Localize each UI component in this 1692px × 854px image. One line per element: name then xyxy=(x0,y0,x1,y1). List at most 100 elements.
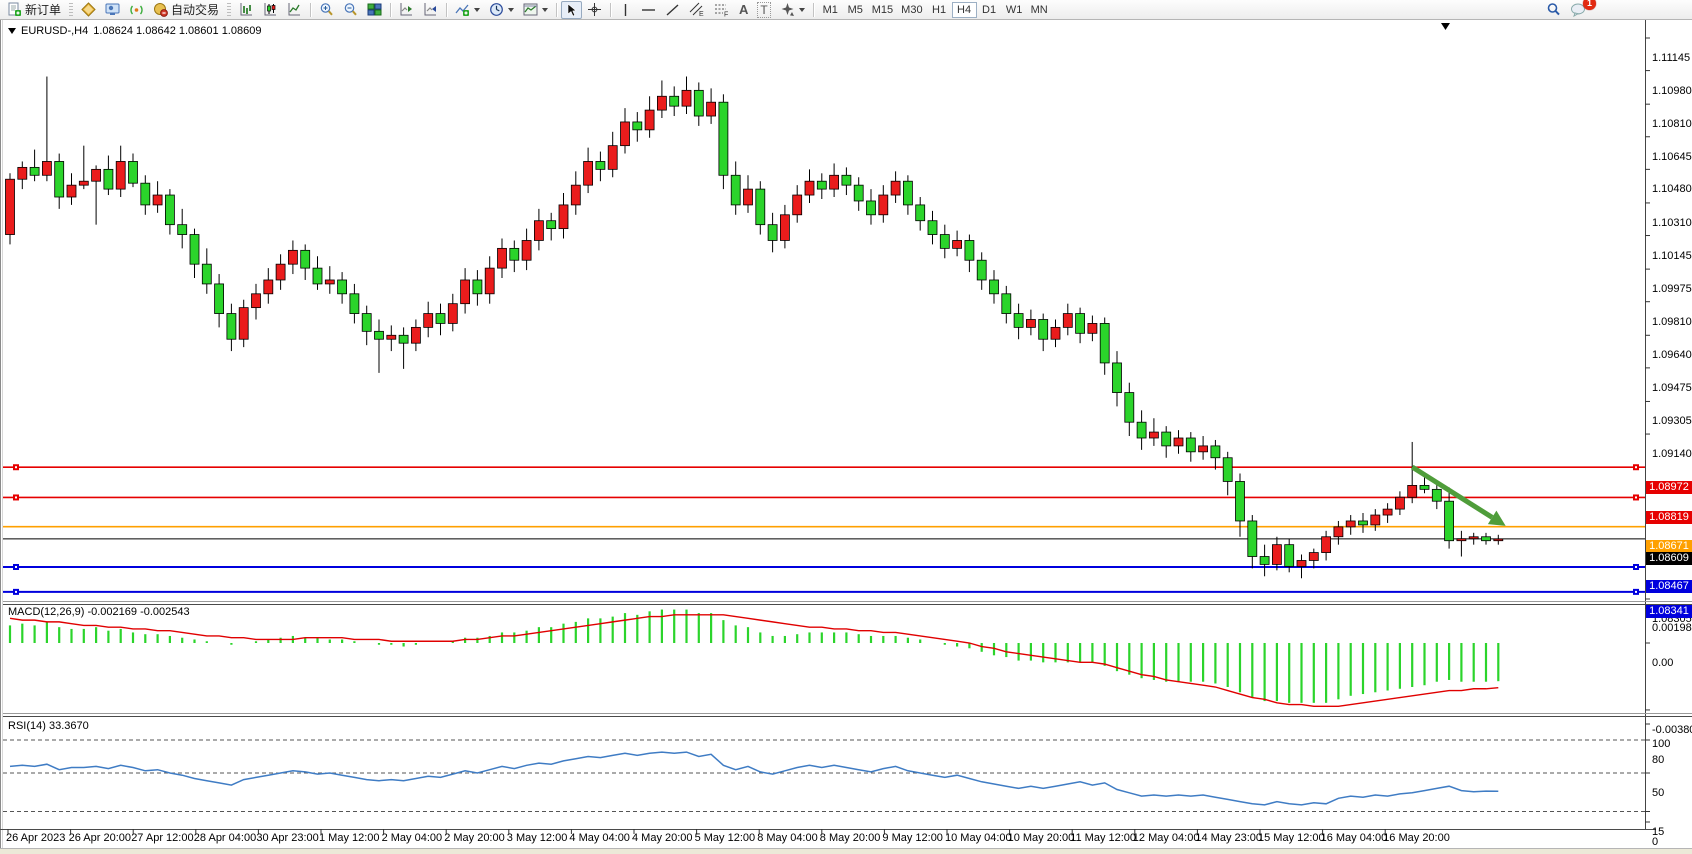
indicator-tick-label: 0.00 xyxy=(1652,657,1674,669)
timeframe-M5[interactable]: M5 xyxy=(847,3,863,16)
line-chart-button[interactable] xyxy=(283,1,306,19)
indicators-button[interactable] xyxy=(451,1,484,19)
time-tick-label: 2 May 04:00 xyxy=(381,832,443,844)
timeframe-D1[interactable]: D1 xyxy=(982,3,997,16)
candles-layer xyxy=(5,76,1504,579)
toolbar-grip[interactable] xyxy=(227,2,232,17)
time-tick-label: 16 May 20:00 xyxy=(1383,832,1450,844)
indicator-tick-label: 100 xyxy=(1652,738,1671,750)
templates-icon xyxy=(523,3,538,16)
line-anchor-handle-center xyxy=(1635,496,1637,499)
line-chart-icon xyxy=(288,3,301,16)
line-anchor-handle-center xyxy=(15,466,17,469)
candlestick-chart-button[interactable] xyxy=(259,1,282,19)
chart-shift-icon xyxy=(424,3,437,16)
timeframe-M15[interactable]: M15 xyxy=(871,3,894,16)
text-tool-button[interactable]: A xyxy=(735,1,752,19)
timeframe-M1[interactable]: M1 xyxy=(822,3,838,16)
trend-arrow-head xyxy=(1487,510,1506,526)
line-anchor-handle-center xyxy=(1635,466,1637,469)
price-level-label[interactable]: 1.08972 xyxy=(1646,480,1692,494)
indicators-dropdown-icon[interactable] xyxy=(474,7,481,12)
arrows-icon xyxy=(781,3,794,16)
price-tick-label: 1.09140 xyxy=(1652,448,1692,461)
equidistant-channel-icon: E xyxy=(689,2,704,17)
zoom-out-button[interactable] xyxy=(339,1,362,19)
arrows-tool-button[interactable] xyxy=(776,1,809,19)
price-level-label[interactable]: 1.08819 xyxy=(1646,510,1692,524)
time-tick-label: 2 May 20:00 xyxy=(444,832,505,844)
time-tick-label: 5 May 12:00 xyxy=(694,832,756,844)
periods-dropdown-icon[interactable] xyxy=(508,7,515,12)
chart-shift-button[interactable] xyxy=(419,1,442,19)
price-tick-label: 1.10980 xyxy=(1652,84,1692,97)
community-button[interactable]: 1 xyxy=(1566,0,1596,19)
bar-chart-button[interactable] xyxy=(235,1,258,19)
time-tick-label: 8 May 20:00 xyxy=(819,832,881,844)
trendline-tool-button[interactable] xyxy=(661,1,684,19)
rsi-indicator-label: RSI(14) 33.3670 xyxy=(8,720,89,732)
timeframe-H1[interactable]: H1 xyxy=(932,3,947,16)
search-button[interactable] xyxy=(1542,1,1565,19)
vertical-line-tool-button[interactable] xyxy=(615,1,636,19)
price-level-label[interactable]: 1.08609 xyxy=(1646,552,1692,566)
indicator-tick-label: 80 xyxy=(1652,754,1665,766)
toolbar-separator xyxy=(610,2,612,17)
timeframe-W1[interactable]: W1 xyxy=(1005,3,1023,16)
price-level-label[interactable]: 1.08341 xyxy=(1646,605,1692,619)
timeframe-H4[interactable]: H4 xyxy=(951,1,977,18)
horizontal-line-icon xyxy=(642,8,656,11)
fibonacci-tool-button[interactable]: F xyxy=(710,1,734,19)
zoom-in-button[interactable] xyxy=(315,1,338,19)
channel-glyph: E xyxy=(699,11,704,17)
timeframe-MN[interactable]: MN xyxy=(1030,3,1048,16)
fibo-glyph: F xyxy=(724,12,728,18)
trend-arrow-shaft xyxy=(1410,464,1494,520)
horizontal-line-tool-button[interactable] xyxy=(637,1,660,19)
zoom-out-icon xyxy=(344,3,357,16)
timeframe-M30[interactable]: M30 xyxy=(901,3,923,16)
autotrading-button[interactable]: 自动交易 xyxy=(149,1,223,19)
toolbar-separator xyxy=(556,2,558,17)
metaeditor-button[interactable] xyxy=(77,1,100,19)
chart-plot[interactable] xyxy=(0,20,1692,854)
equidistant-channel-tool-button[interactable]: E xyxy=(685,1,709,19)
bar-chart-icon xyxy=(240,3,253,16)
time-tick-label: 12 May 04:00 xyxy=(1132,832,1200,844)
price-tick-label: 1.09810 xyxy=(1652,315,1692,328)
chart-ohlc-values: 1.08624 1.08642 1.08601 1.08609 xyxy=(93,25,262,37)
tile-windows-button[interactable] xyxy=(363,1,386,19)
time-tick-label: 30 Apr 23:00 xyxy=(256,832,319,844)
auto-scroll-button[interactable] xyxy=(395,1,418,19)
signals-icon xyxy=(130,5,143,15)
indicator-tick-label: 0 xyxy=(1652,836,1659,848)
price-level-label[interactable]: 1.08467 xyxy=(1646,580,1692,594)
arrows-dropdown-icon[interactable] xyxy=(798,7,805,12)
periods-button[interactable] xyxy=(485,1,518,19)
tile-windows-icon xyxy=(367,3,382,16)
price-tick-label: 1.09475 xyxy=(1652,381,1692,394)
signals-button[interactable] xyxy=(125,1,148,19)
line-anchor-handle-center xyxy=(1635,565,1637,568)
time-tick-label: 1 May 12:00 xyxy=(319,832,380,844)
price-level-label[interactable]: 1.08671 xyxy=(1646,540,1692,554)
indicator-tick-label: 0.001982 xyxy=(1652,622,1692,635)
crosshair-tool-button[interactable] xyxy=(583,1,606,19)
window-bottom-edge xyxy=(0,848,1692,854)
chart-symbol-period: EURUSD-,H4 xyxy=(21,25,89,37)
price-tick-label: 1.10810 xyxy=(1652,118,1692,131)
chart-dropdown-icon[interactable] xyxy=(8,28,16,34)
templates-dropdown-icon[interactable] xyxy=(542,7,549,12)
new-order-button[interactable]: 新订单 xyxy=(3,1,65,19)
cursor-tool-button[interactable] xyxy=(561,0,583,19)
time-tick-label: 3 May 12:00 xyxy=(506,832,568,844)
text-label-tool-button[interactable]: T xyxy=(753,1,774,19)
chart-title: EURUSD-,H4 1.08624 1.08642 1.08601 1.086… xyxy=(8,25,261,37)
toolbar-grip[interactable] xyxy=(69,2,74,17)
terminal-button[interactable] xyxy=(101,1,124,19)
templates-button[interactable] xyxy=(519,1,552,19)
chart-window: EURUSD-,H4 1.08624 1.08642 1.08601 1.086… xyxy=(0,20,1692,854)
notification-badge[interactable]: 1 xyxy=(1583,0,1596,10)
terminal-icon xyxy=(105,3,120,15)
